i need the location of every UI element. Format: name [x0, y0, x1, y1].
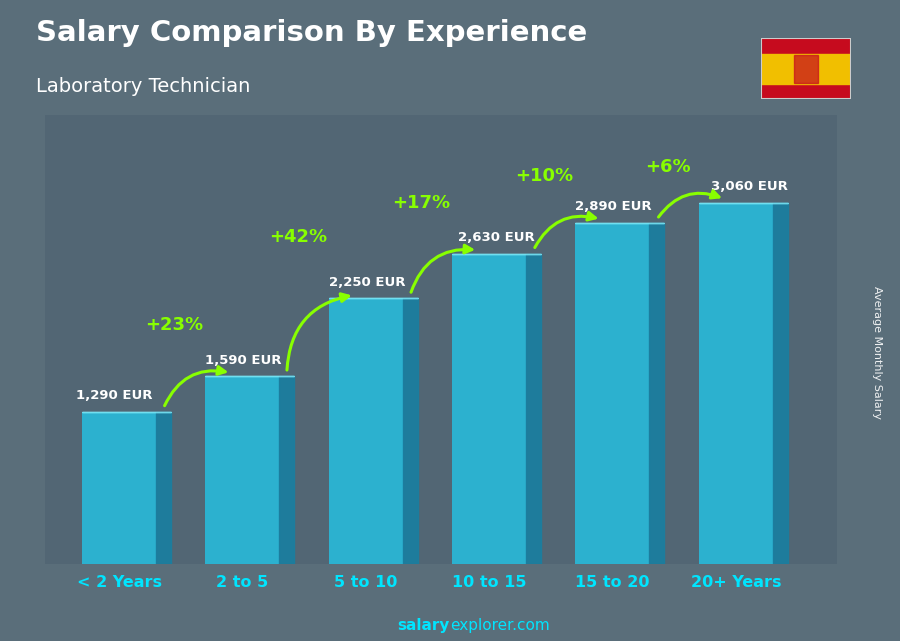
Text: 3,060 EUR: 3,060 EUR — [711, 180, 788, 194]
FancyArrowPatch shape — [287, 294, 348, 370]
FancyBboxPatch shape — [575, 223, 650, 564]
Bar — [760, 54, 850, 84]
Text: explorer.com: explorer.com — [450, 619, 550, 633]
FancyArrowPatch shape — [535, 212, 595, 247]
Text: +42%: +42% — [269, 228, 327, 246]
Text: 2,250 EUR: 2,250 EUR — [328, 276, 405, 289]
FancyBboxPatch shape — [82, 412, 156, 564]
Polygon shape — [156, 412, 171, 564]
Polygon shape — [526, 254, 541, 564]
Polygon shape — [773, 203, 788, 564]
Text: +10%: +10% — [516, 167, 573, 185]
FancyArrowPatch shape — [165, 367, 225, 406]
FancyArrowPatch shape — [411, 246, 472, 292]
Text: +23%: +23% — [146, 316, 203, 334]
Text: salary: salary — [398, 619, 450, 633]
FancyBboxPatch shape — [452, 254, 526, 564]
FancyBboxPatch shape — [698, 203, 773, 564]
Text: 2,890 EUR: 2,890 EUR — [575, 201, 652, 213]
Text: Salary Comparison By Experience: Salary Comparison By Experience — [36, 19, 587, 47]
Text: 1,290 EUR: 1,290 EUR — [76, 389, 152, 403]
Polygon shape — [279, 376, 294, 564]
Text: 1,590 EUR: 1,590 EUR — [205, 354, 282, 367]
Text: 2,630 EUR: 2,630 EUR — [458, 231, 535, 244]
Text: +17%: +17% — [392, 194, 450, 212]
FancyBboxPatch shape — [328, 299, 403, 564]
Text: +6%: +6% — [645, 158, 691, 176]
FancyArrowPatch shape — [659, 190, 719, 217]
FancyBboxPatch shape — [205, 376, 279, 564]
Polygon shape — [403, 299, 418, 564]
Text: Average Monthly Salary: Average Monthly Salary — [872, 286, 883, 419]
Polygon shape — [650, 223, 664, 564]
Bar — [794, 55, 817, 83]
Text: Laboratory Technician: Laboratory Technician — [36, 77, 250, 96]
